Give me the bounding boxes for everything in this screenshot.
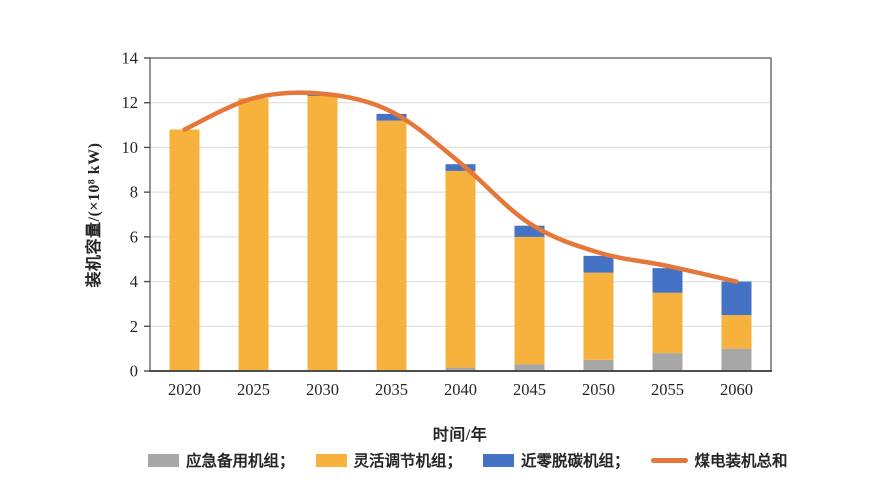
x-axis-title: 时间/年 — [432, 427, 488, 444]
y-tick-label: 0 — [130, 362, 138, 381]
y-tick-label: 12 — [122, 93, 139, 112]
line-swatch-icon — [650, 457, 688, 463]
x-tick-label: 2030 — [306, 380, 339, 399]
legend-item-emergency-backup-units: 应急备用机组； — [148, 449, 295, 471]
x-tick-label: 2055 — [651, 380, 684, 399]
y-tick-label: 2 — [130, 317, 138, 336]
y-tick-label: 10 — [122, 138, 139, 157]
y-tick-label: 14 — [122, 49, 139, 68]
color-swatch-icon — [483, 453, 515, 467]
legend-label: 煤电装机总和 — [694, 453, 788, 470]
y-tick-label: 4 — [130, 272, 138, 291]
bar-segment — [721, 281, 752, 316]
y-axis-title: 装机容量/(×10⁸ kW) — [86, 142, 103, 288]
bar-segment — [721, 348, 752, 371]
color-swatch-icon — [148, 453, 179, 467]
total-line — [182, 90, 739, 284]
bar-segment — [445, 170, 476, 368]
bar-segment — [652, 292, 683, 354]
legend-label: 灵活调节机组； — [353, 453, 463, 470]
x-tick-label: 2040 — [444, 380, 477, 399]
bar-segment — [583, 272, 614, 360]
bar-segment — [514, 236, 545, 365]
legend-label: 应急备用机组； — [186, 453, 295, 470]
legend-item-near-zero-decarbonization-units: 近零脱碳机组； — [483, 449, 630, 471]
legend: 应急备用机组； 灵活调节机组； 近零脱碳机组； 煤电装机总和 — [148, 449, 788, 471]
color-swatch-icon — [315, 453, 347, 467]
bar-segment — [238, 98, 269, 371]
bar-segment — [376, 113, 407, 121]
x-tick-label: 2060 — [720, 380, 753, 399]
bar-segment — [514, 225, 545, 237]
x-tick-label: 2035 — [375, 380, 408, 399]
bar-segment — [721, 315, 752, 349]
bar-segment — [583, 359, 614, 371]
bar-segment — [652, 268, 683, 293]
bar-segment — [583, 255, 614, 273]
legend-label: 近零脱碳机组； — [521, 453, 630, 470]
bar-segment — [169, 129, 200, 371]
x-tick-label: 2050 — [582, 380, 615, 399]
x-tick-label: 2045 — [513, 380, 546, 399]
bar-segment — [445, 367, 476, 371]
bar-segment — [307, 96, 338, 371]
bar-segment — [376, 120, 407, 371]
legend-item-coal-power-total: 煤电装机总和 — [650, 449, 788, 471]
y-tick-label: 8 — [130, 183, 138, 202]
legend-item-flexible-regulation-units: 灵活调节机组； — [315, 449, 463, 471]
bar-segment — [652, 353, 683, 371]
x-tick-label: 2025 — [237, 380, 270, 399]
bar-segment — [445, 164, 476, 171]
bar-segment — [514, 364, 545, 371]
x-tick-label: 2020 — [168, 380, 201, 399]
y-tick-label: 6 — [130, 227, 138, 246]
